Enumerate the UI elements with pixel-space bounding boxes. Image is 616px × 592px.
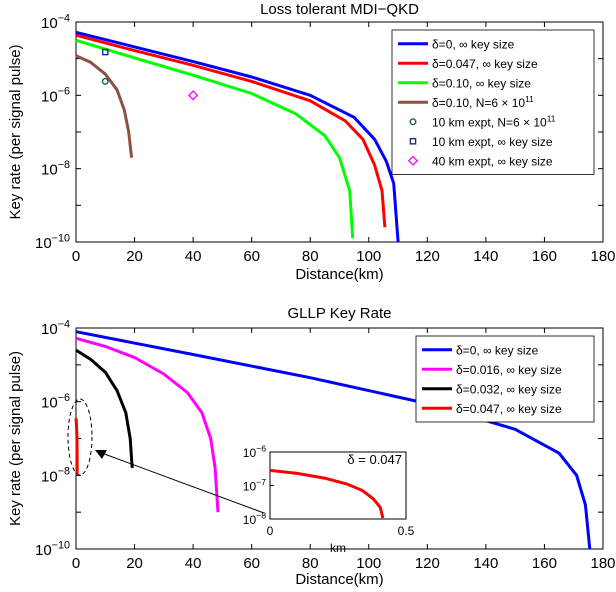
panel-1-y-tick-label: 10−10 (35, 232, 70, 252)
panel-1-x-tick-label: 160 (532, 248, 557, 265)
panel-2-x-tick-label: 160 (532, 555, 557, 572)
panel-1-x-tick-label: 20 (126, 248, 143, 265)
panel-2-x-tick-label: 100 (356, 555, 381, 572)
panel-1-legend-marker (409, 137, 417, 145)
panel-1-x-tick-label: 0 (72, 248, 80, 265)
panel-2-x-tick-label: 40 (185, 555, 202, 572)
panel-1-legend-label: δ=0.10, ∞ key size (432, 76, 531, 90)
panel-2-x-tick-label: 20 (126, 555, 143, 572)
panel-1-data-marker-2 (101, 48, 109, 56)
inset-annotation: δ = 0.047 (347, 452, 402, 467)
panel-2-y-tick-label: 10−10 (35, 539, 70, 559)
panel-2-y-tick-label: 10−8 (41, 466, 70, 486)
panel-2-series-line-3 (75, 348, 134, 469)
panel-1-legend-label: δ=0.047, ∞ key size (432, 57, 538, 71)
zoom-arrow-head (95, 450, 107, 459)
panel-1-x-tick-label: 100 (356, 248, 381, 265)
panel-2-x-axis-label: Distance(km) (295, 571, 383, 588)
inset-x-axis-label: km (330, 541, 346, 555)
panel-1-legend-marker (409, 118, 417, 126)
panel-2-y-tick-label: 10−6 (41, 392, 70, 412)
inset-y-tick-label: 10−6 (243, 444, 266, 460)
panel-2-x-tick-label: 140 (473, 555, 498, 572)
panel-2-x-tick-label: 120 (415, 555, 440, 572)
panel-1-y-tick-label: 10−8 (41, 159, 70, 179)
panel-2-legend-label: δ=0.032, ∞ key size (456, 382, 562, 396)
panel-2-series-line-2 (75, 336, 220, 513)
panel-2-series-line-1 (75, 330, 592, 550)
panel-1-x-tick-label: 140 (473, 248, 498, 265)
panel-2-legend-label: δ=0.047, ∞ key size (456, 402, 562, 416)
panel-1-y-axis-label: Key rate (per signal pulse) (7, 44, 24, 219)
panel-1-legend-label: δ=0.10, N=6 × 1011 (432, 94, 534, 110)
panel-2-y-axis-label: Key rate (per signal pulse) (7, 351, 24, 526)
panel-1-data-marker-3 (187, 90, 199, 101)
inset-x-tick-label: 0.5 (398, 524, 415, 538)
panel-1-x-tick-label: 60 (243, 248, 260, 265)
inset-y-tick-label: 10−7 (243, 477, 266, 493)
panel-2-chart-title: GLLP Key Rate (288, 305, 392, 322)
panel-1-series-line-4 (75, 54, 134, 158)
panel-2-legend-label: δ=0, ∞ key size (456, 343, 539, 357)
panel-1-legend-label: 10 km expt, N=6 × 1011 (432, 113, 556, 129)
panel-1-legend-label: δ=0, ∞ key size (432, 37, 515, 51)
panel-1-data-marker-1 (101, 77, 109, 85)
panel-1-series-line-3 (75, 38, 355, 239)
zoom-ellipse (67, 398, 93, 476)
panel-1-series-line-2 (75, 33, 387, 228)
panel-1-x-axis-label: Distance(km) (295, 266, 383, 283)
panel-1-series-line-1 (75, 30, 400, 243)
panel-1-x-tick-label: 40 (185, 248, 202, 265)
panel-2-x-tick-label: 180 (590, 555, 615, 572)
panel-1-x-tick-label: 180 (590, 248, 615, 265)
inset-x-tick-label: 0 (267, 524, 274, 538)
panel-2-legend-label: δ=0.016, ∞ key size (456, 363, 562, 377)
panel-2-x-tick-label: 60 (243, 555, 260, 572)
panel-2-x-tick-label: 80 (302, 555, 319, 572)
inset-series-line (269, 468, 385, 519)
panel-1-legend-label: 10 km expt, ∞ key size (432, 135, 553, 149)
panel-1-y-tick-label: 10−6 (41, 86, 70, 106)
zoom-arrow-line (98, 451, 265, 514)
panel-1-legend-label: 40 km expt, ∞ key size (432, 154, 553, 168)
panel-2-x-tick-label: 0 (72, 555, 80, 572)
panel-2-series-line-4 (74, 418, 79, 474)
panel-2-y-tick-label: 10−4 (41, 318, 70, 338)
panel-1-x-tick-label: 120 (415, 248, 440, 265)
panel-1-x-tick-label: 80 (302, 248, 319, 265)
panel-1-chart-title: Loss tolerant MDI−QKD (260, 1, 419, 18)
inset-frame (269, 451, 407, 520)
panel-1-legend-marker (407, 155, 419, 166)
inset-y-tick-label: 10−8 (243, 511, 266, 527)
panel-1-y-tick-label: 10−4 (41, 12, 70, 32)
